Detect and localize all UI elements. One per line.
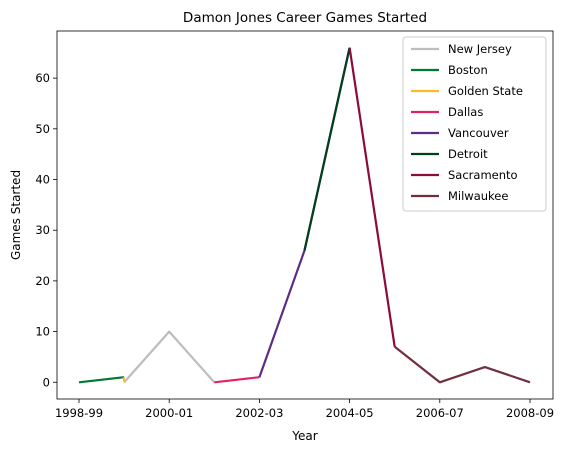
legend-label: Dallas — [448, 105, 483, 119]
legend-label: New Jersey — [448, 42, 512, 56]
y-tick-label: 30 — [35, 223, 50, 237]
legend-label: Boston — [448, 63, 488, 77]
y-tick-label: 40 — [35, 173, 50, 187]
legend-label: Detroit — [448, 147, 488, 161]
x-tick-label: 2004-05 — [326, 406, 374, 420]
axis-ticks: 1998-99 2000-01 2002-03 2004-05 2006-07 2008-… — [35, 71, 554, 420]
y-axis-label: Games Started — [9, 170, 23, 260]
series-line-dallas — [214, 376, 260, 384]
legend-label: Sacramento — [448, 168, 518, 182]
x-tick-label: 2006-07 — [416, 406, 464, 420]
series-line-sacramento — [348, 47, 396, 347]
x-tick-label: 2002-03 — [235, 406, 283, 420]
plot-lines — [78, 47, 531, 384]
series-line-detroit — [303, 47, 351, 251]
series-line-milwaukee — [394, 345, 531, 384]
y-tick-label: 60 — [35, 71, 50, 85]
y-tick-label: 50 — [35, 122, 50, 136]
chart-title: Damon Jones Career Games Started — [183, 10, 427, 26]
x-axis-label: Year — [291, 429, 317, 443]
y-tick-label: 0 — [43, 375, 50, 389]
legend-label: Golden State — [448, 84, 523, 98]
y-tick-label: 20 — [35, 274, 50, 288]
y-tick-label: 10 — [35, 325, 50, 339]
series-line-boston — [78, 376, 125, 384]
x-tick-label: 1998-99 — [55, 406, 103, 420]
series-line-vancouver — [258, 47, 351, 378]
legend-label: Milwaukee — [448, 189, 508, 203]
legend-box — [402, 36, 547, 212]
series-line-new-jersey — [123, 330, 216, 384]
series-line-golden-state — [122, 376, 126, 383]
x-tick-label: 2008-09 — [506, 406, 554, 420]
legend-label: Vancouver — [448, 126, 509, 140]
x-tick-label: 2000-01 — [145, 406, 193, 420]
plot-frame — [56, 30, 554, 400]
legend: New Jersey Boston Golden State Dallas Vancou… — [402, 36, 547, 212]
